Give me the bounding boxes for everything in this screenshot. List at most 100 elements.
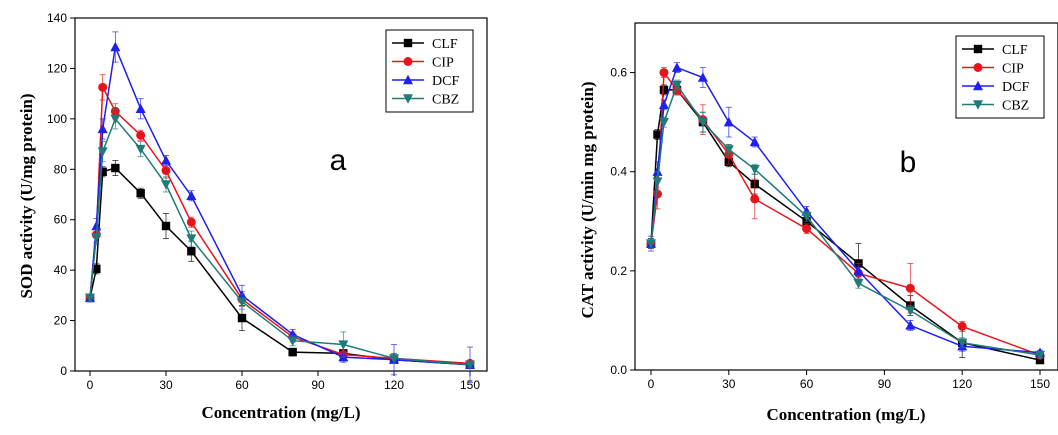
cat-point-cbz: [749, 165, 760, 175]
cat-point-cbz: [658, 117, 669, 128]
sod-point-cip: [161, 166, 171, 176]
cat-axis-ticks: 0 30 60 90 120 150 0.0 0.2 0.4 0.6: [610, 66, 1050, 391]
cat-legend-entry-clf: CLF: [962, 43, 1028, 58]
sod-legend-entry-clf: CLF: [392, 37, 458, 52]
sod-point-cbz: [237, 297, 247, 307]
sod-legend-entry-cip: CIP: [392, 56, 454, 71]
cat-point-dcf: [658, 99, 669, 109]
cat-x-tick-label: 60: [800, 377, 814, 391]
sod-legend-marker-clf: [403, 38, 413, 48]
sod-legend-label-cip: CIP: [432, 56, 454, 71]
sod-point-dcf: [161, 155, 171, 165]
cat-line-clf: [650, 89, 1041, 361]
sod-point-cbz: [97, 147, 108, 157]
sod-legend-marker-cip: [403, 57, 413, 66]
sod-point-cbz: [91, 233, 102, 243]
sod-point-dcf: [97, 123, 108, 134]
sod-point-cip: [136, 130, 146, 140]
cat-point-cbz: [646, 239, 656, 249]
cat-legend-marker-clf: [973, 44, 983, 54]
cat-y-tick-label: 0.0: [610, 363, 627, 377]
sod-point-clf: [98, 167, 107, 177]
sod-point-cbz: [135, 144, 146, 155]
cat-plot-frame: [634, 22, 1058, 371]
sod-point-dcf: [110, 41, 121, 52]
sod-legend-label-cbz: CBZ: [432, 93, 459, 108]
sod-point-cbz: [338, 340, 349, 350]
cat-panel-letter: b: [900, 146, 917, 179]
cat-legend-marker-cbz: [973, 100, 983, 110]
sod-line-clf: [89, 167, 471, 366]
sod-y-tick-label: 40: [54, 263, 68, 277]
cat-series-layer: [646, 62, 1045, 365]
sod-x-tick-label: 150: [460, 378, 480, 392]
cat-legend-marker-cip: [973, 63, 983, 72]
cat-y-tick-label: 0.2: [610, 264, 627, 278]
sod-legend-marker-dcf: [403, 74, 413, 85]
cat-legend-entry-cbz: CBZ: [962, 99, 1029, 114]
cat-point-cip: [905, 283, 915, 293]
cat-point-cbz: [671, 80, 682, 91]
sod-point-clf: [161, 221, 171, 231]
cat-y-tick-label: 0.4: [610, 165, 627, 179]
sod-x-tick-label: 90: [311, 378, 325, 392]
sod-series-clf: [85, 160, 475, 369]
cat-series-cbz: [646, 79, 1045, 361]
cat-point-dcf: [905, 320, 916, 330]
sod-point-clf: [111, 163, 120, 173]
sod-point-dcf: [135, 103, 146, 113]
sod-y-tick-label: 20: [54, 314, 68, 328]
sod-y-tick-label: 120: [47, 61, 67, 75]
sod-plot-frame: [74, 17, 488, 372]
cat-point-cbz: [853, 279, 864, 289]
sod-point-cip: [186, 217, 196, 227]
cat-point-cbz: [905, 306, 916, 316]
sod-point-dcf: [287, 329, 298, 339]
cat-point-cbz: [801, 212, 812, 222]
sod-series-cbz: [85, 108, 475, 370]
cat-point-cip: [659, 68, 669, 78]
sod-point-clf: [237, 313, 247, 323]
cat-point-cbz: [697, 117, 708, 128]
sod-legend: CLF CIP DCF CBZ: [385, 29, 474, 113]
cat-point-cip: [802, 224, 812, 234]
cat-x-tick-label: 150: [1030, 377, 1050, 391]
sod-legend-label-clf: CLF: [432, 37, 458, 52]
sod-point-cbz: [287, 336, 298, 346]
cat-point-dcf: [697, 72, 708, 82]
cat-point-dcf: [671, 62, 682, 72]
sod-point-dcf: [91, 220, 102, 231]
cat-line-dcf: [650, 66, 1041, 354]
cat-line-cip: [650, 70, 1041, 356]
sod-x-tick-label: 60: [235, 378, 249, 392]
cat-x-tick-label: 90: [878, 377, 892, 391]
sod-point-clf: [136, 189, 145, 198]
cat-x-tick-label: 0: [648, 377, 655, 391]
cat-point-clf: [659, 85, 669, 95]
sod-point-dcf: [186, 190, 197, 200]
cat-point-cbz: [1035, 350, 1045, 361]
sod-chart-panel: a Concentration (mg/L) SOD activity (U/m…: [17, 11, 488, 422]
sod-y-tick-label: 60: [54, 213, 68, 227]
sod-legend-label-dcf: DCF: [432, 74, 459, 89]
cat-point-clf: [653, 130, 662, 139]
cat-point-dcf: [853, 265, 864, 276]
sod-x-tick-label: 0: [87, 378, 94, 392]
cat-x-tick-label: 30: [722, 377, 736, 391]
cat-legend: CLF CIP DCF CBZ: [955, 35, 1045, 119]
cat-legend-entry-cip: CIP: [962, 62, 1024, 77]
sod-line-dcf: [89, 44, 471, 366]
sod-point-cbz: [161, 180, 171, 190]
sod-y-tick-label: 100: [47, 112, 67, 126]
sod-panel-letter: a: [330, 144, 347, 177]
cat-point-dcf: [723, 116, 734, 127]
sod-point-clf: [92, 264, 101, 274]
sod-legend-entry-cbz: CBZ: [392, 93, 459, 108]
cat-legend-label-cip: CIP: [1002, 62, 1024, 77]
cat-y-tick-label: 0.6: [610, 66, 627, 80]
sod-point-cbz: [465, 360, 475, 370]
cat-x-tick-label: 120: [952, 377, 972, 391]
cat-legend-label-cbz: CBZ: [1002, 99, 1029, 114]
cat-legend-marker-dcf: [973, 80, 983, 91]
